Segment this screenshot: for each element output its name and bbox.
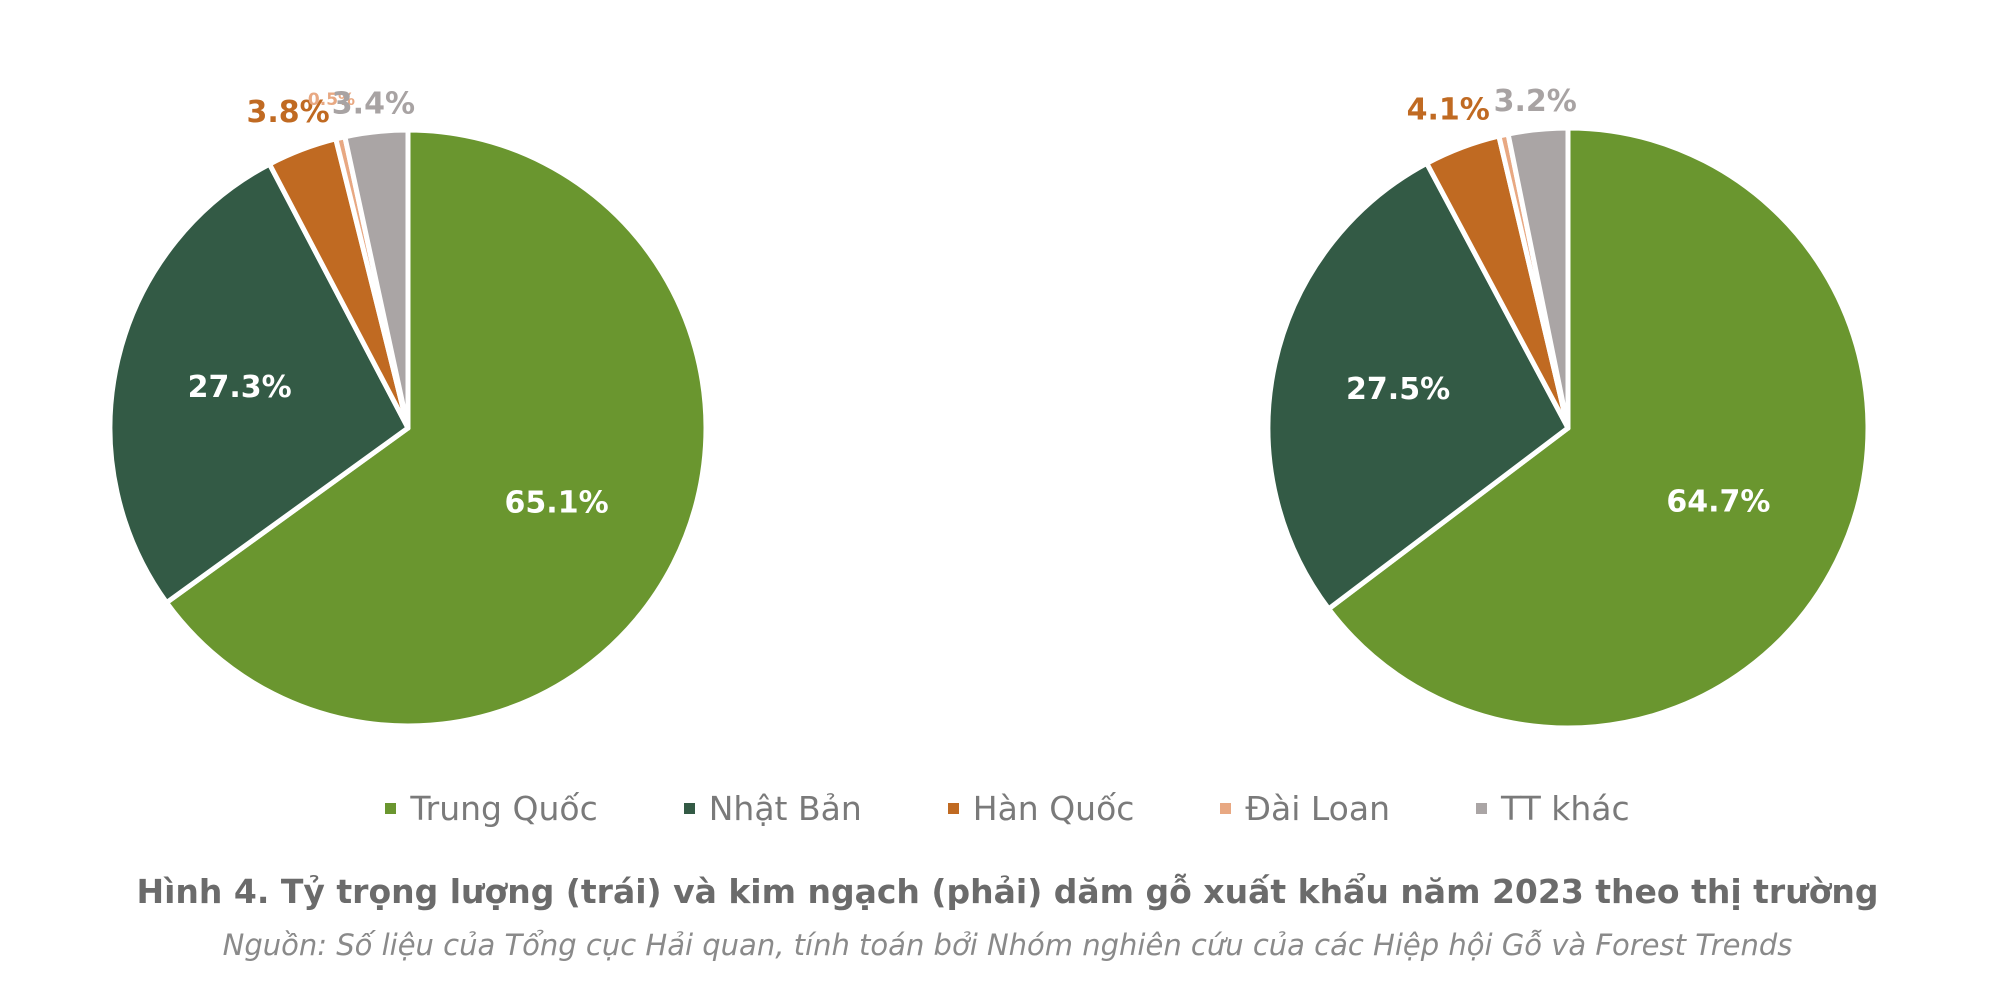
legend-label: Đài Loan <box>1245 788 1391 828</box>
legend-label: Trung Quốc <box>410 788 598 828</box>
pie-slice-trung-quoc <box>164 127 709 729</box>
pie-charts: 65.1% 27.3% 3.8%0.5%3.4% 64.7% 27.5% 4.1% 3.2% <box>107 84 1871 731</box>
data-label-dai-loan: 0.5% <box>308 90 355 110</box>
figure-source: Nguồn: Số liệu của Tổng cục Hải quan, tí… <box>222 928 1793 962</box>
pie-slice-tt-khac <box>342 127 411 431</box>
data-label-tt-khac: 3.4% <box>332 87 415 122</box>
legend-label: Nhật Bản <box>708 788 862 828</box>
legend-item-tt-khac: TT khác <box>1476 789 1630 828</box>
chart-legend: Trung Quốc Nhật Bản Hàn Quốc Đài Loan TT… <box>0 780 2015 836</box>
data-label-nhat-ban: 27.5% <box>1346 372 1450 407</box>
legend-swatch <box>1476 802 1488 814</box>
legend-swatch <box>385 802 397 814</box>
figure-caption: Hình 4. Tỷ trọng lượng (trái) và kim ngạ… <box>136 872 1879 911</box>
data-label-han-quoc: 4.1% <box>1407 92 1490 127</box>
pie-slice-nhat-ban <box>107 161 411 606</box>
data-label-trung-quoc: 65.1% <box>505 485 609 520</box>
pie-slice-tt-khac <box>1505 125 1571 431</box>
data-label-tt-khac: 3.2% <box>1494 84 1577 119</box>
pie-slice-nhat-ban <box>1265 160 1571 612</box>
legend-label: TT khác <box>1501 788 1630 828</box>
pie-slice-trung-quoc <box>1326 125 1871 731</box>
data-label-han-quoc: 3.8% <box>246 95 329 130</box>
legend-item-dai-loan: Đài Loan <box>1220 789 1390 828</box>
legend-label: Hàn Quốc <box>972 788 1135 828</box>
legend-item-nhat-ban: Nhật Bản <box>683 788 862 828</box>
data-label-trung-quoc: 64.7% <box>1666 484 1770 519</box>
legend-item-han-quoc: Hàn Quốc <box>947 788 1135 828</box>
legend-swatch <box>947 802 959 814</box>
data-label-nhat-ban: 27.3% <box>188 370 292 405</box>
pie-chart-left: 65.1% 27.3% 3.8%0.5%3.4% <box>107 87 709 729</box>
pie-chart-right: 64.7% 27.5% 4.1% 3.2% <box>1265 84 1871 731</box>
legend-swatch <box>683 802 695 814</box>
legend-swatch <box>1220 802 1232 814</box>
legend-item-trung-quoc: Trung Quốc <box>385 788 598 828</box>
